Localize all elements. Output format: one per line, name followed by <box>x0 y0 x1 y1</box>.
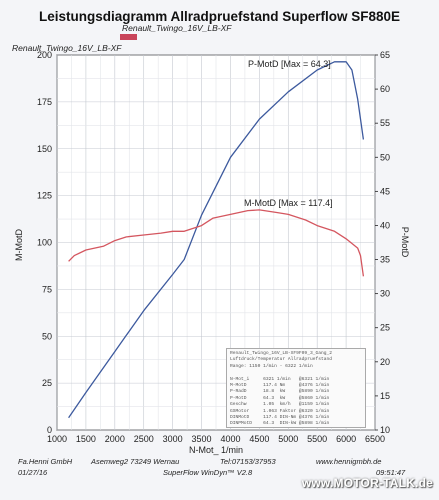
summary-line: Luftdruck/Temperatur Allradpruefstand <box>230 357 332 363</box>
summary-line: DINMotD 117.4 DIN-Nm @4376 1/min <box>230 415 330 421</box>
footer-website: www.hennigmbh.de <box>316 457 382 466</box>
x-tick-label: 3500 <box>192 434 212 444</box>
footer-date: 01/27/16 <box>18 468 48 477</box>
x-tick-label: 3000 <box>163 434 183 444</box>
footer-company: Fa.Henni GmbH <box>18 457 73 466</box>
x-tick-label: 1500 <box>76 434 96 444</box>
x-axis-ticks: 1000 1500 2000 2500 3000 3500 4000 4500 5000 5500… <box>47 434 385 444</box>
summary-line: M-MotD 117.4 Nm @4376 1/min <box>230 383 330 389</box>
y-left-tick-label: 150 <box>37 144 52 154</box>
x-axis-label: N-Mot_ 1/min <box>189 445 243 455</box>
x-tick-label: 6000 <box>336 434 356 444</box>
y-left-tick-label: 175 <box>37 97 52 107</box>
summary-line: DINPMotD 64.3 DIN-kW @5898 1/min <box>230 421 330 427</box>
watermark: www.MOTOR-TALK.de <box>301 476 433 490</box>
y-left-tick-label: 125 <box>37 191 52 201</box>
y-right-tick-label: 35 <box>380 255 390 265</box>
torque-series-label: M-MotD [Max = 117.4] <box>244 198 333 208</box>
x-tick-label: 5000 <box>278 434 298 444</box>
y-left-axis-ticks: 0 25 50 75 100 125 150 175 200 <box>37 50 52 435</box>
footer-address: Asemweg2 73249 Wernau <box>91 457 180 466</box>
x-tick-label: 2500 <box>134 434 154 444</box>
y-right-axis-label: P-MotD <box>400 227 410 258</box>
y-left-tick-label: 50 <box>42 331 52 341</box>
series-lines <box>68 61 365 419</box>
footer-phone: Tel:07153/37953 <box>220 457 276 466</box>
y-left-axis-label: M-MotD <box>14 229 24 261</box>
y-right-tick-label: 25 <box>380 323 390 333</box>
summary-line: Range: 1150 1/min - 6322 1/min <box>230 363 313 369</box>
y-right-tick-label: 50 <box>380 152 390 162</box>
summary-line: P-MotD 64.3 kW @5860 1/min <box>230 395 330 401</box>
series-line-p-motd <box>68 61 365 419</box>
summary-line: N-Mot_i 6321 1/min @6321 1/min <box>230 376 330 382</box>
summary-line: Geschw 1.05 km/h @1159 1/min <box>230 402 330 408</box>
y-left-tick-label: 0 <box>47 425 52 435</box>
y-right-tick-label: 45 <box>380 186 390 196</box>
power-series-label: P-MotD [Max = 64.3] <box>248 59 331 69</box>
measurement-summary-box: Renault_Twingo_16V_LB-XF9F09_3_Gang_2 Luf… <box>226 348 366 428</box>
vehicle-label-secondary: Renault_Twingo_16V_LB-XF <box>12 43 122 53</box>
y-left-tick-label: 200 <box>37 50 52 60</box>
y-right-tick-label: 10 <box>380 425 390 435</box>
x-tick-label: 2000 <box>105 434 125 444</box>
y-left-tick-label: 75 <box>42 284 52 294</box>
y-right-tick-label: 40 <box>380 220 390 230</box>
summary-line: Renault_Twingo_16V_LB-XF9F09_3_Gang_2 <box>230 351 332 356</box>
x-tick-label: 1000 <box>47 434 67 444</box>
y-left-tick-label: 100 <box>37 238 52 248</box>
y-right-axis-ticks: 10 15 20 25 30 35 40 45 50 55 60 65 <box>375 50 390 435</box>
series-line-m-motd <box>68 209 365 277</box>
y-right-tick-label: 15 <box>380 391 390 401</box>
series-color-marker <box>120 34 137 40</box>
x-tick-label: 4000 <box>220 434 240 444</box>
footer-software: SuperFlow WinDyn™ V2.8 <box>163 468 253 477</box>
y-right-tick-label: 55 <box>380 118 390 128</box>
y-right-tick-label: 20 <box>380 357 390 367</box>
y-right-tick-label: 60 <box>380 84 390 94</box>
vehicle-label: Renault_Twingo_16V_LB-XF <box>122 23 232 33</box>
summary-line: P-RadD 18.8 kW @5890 1/min <box>230 389 330 395</box>
y-right-tick-label: 65 <box>380 50 390 60</box>
chart-title: Leistungsdiagramm Allradpruefstand Super… <box>38 9 401 24</box>
y-left-tick-label: 25 <box>42 378 52 388</box>
summary-line: GSMotor 1.063 Faktor @6320 1/min <box>230 408 330 414</box>
x-tick-label: 6500 <box>365 434 385 444</box>
x-tick-label: 4500 <box>249 434 269 444</box>
x-tick-label: 5500 <box>307 434 327 444</box>
footer-time: 09:51:47 <box>376 468 406 477</box>
y-right-tick-label: 30 <box>380 289 390 299</box>
